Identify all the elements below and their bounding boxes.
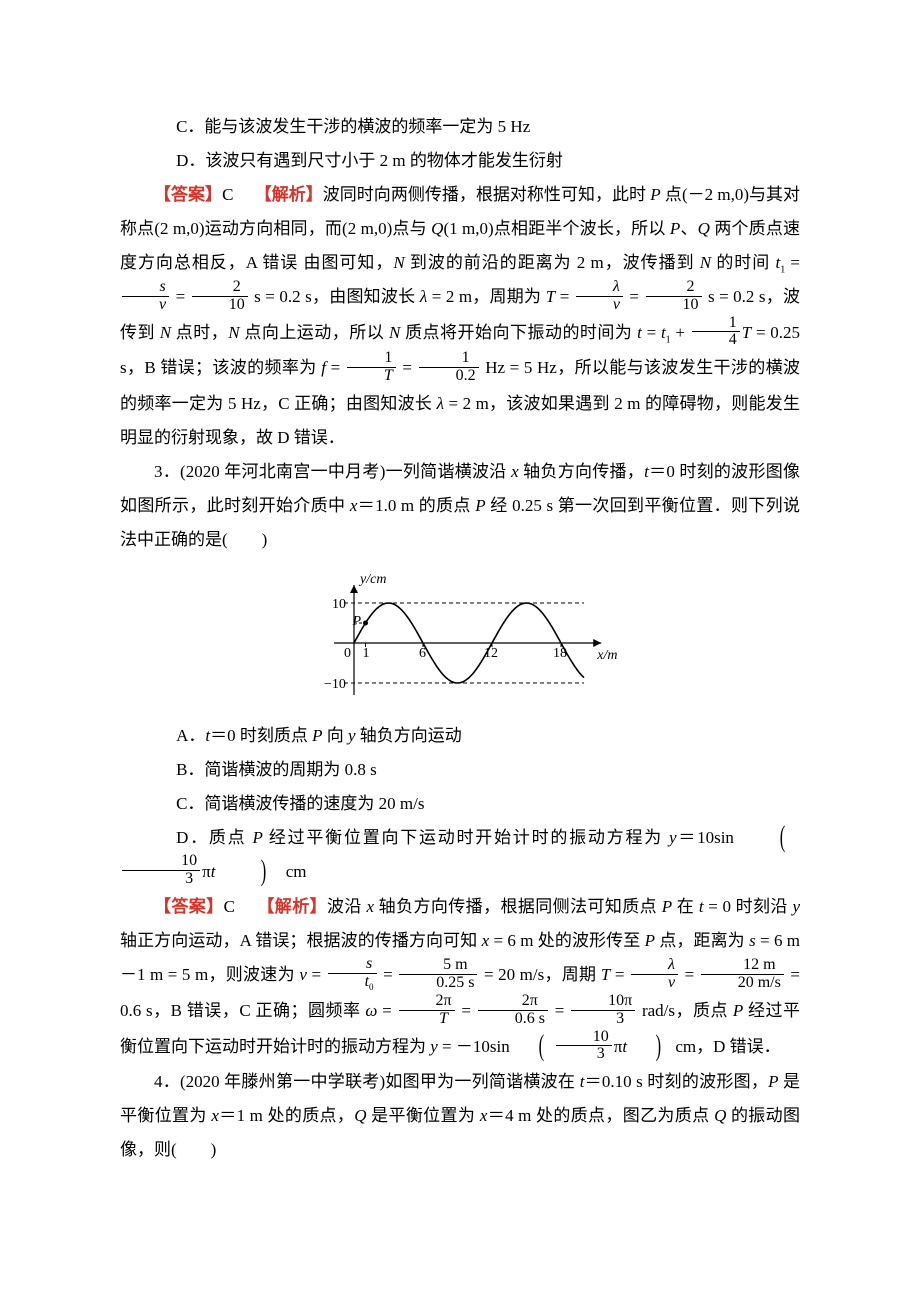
svg-text:12: 12 <box>484 646 498 661</box>
q3-option-d: D．质点 P 经过平衡位置向下运动时开始计时的振动方程为 y＝10sin(103… <box>120 821 800 890</box>
q3-answer-letter: C <box>224 897 235 916</box>
svg-text:0: 0 <box>344 646 351 661</box>
q3-stem: 3．(2020 年河北南宫一中月考)一列简谐横波沿 x 轴负方向传播，t＝0 时… <box>120 455 800 557</box>
analysis-label: 【解析】 <box>255 185 323 204</box>
q4-stem: 4．(2020 年滕州第一中学联考)如图甲为一列简谐横波在 t＝0.10 s 时… <box>120 1065 800 1167</box>
q2-option-d: D．该波只有遇到尺寸小于 2 m 的物体才能发生衍射 <box>120 144 800 178</box>
q3-option-c: C．简谐横波传播的速度为 20 m/s <box>120 787 800 821</box>
answer-label: 【答案】 <box>154 185 222 204</box>
svg-text:y/cm: y/cm <box>358 572 386 587</box>
svg-text:1: 1 <box>363 646 370 661</box>
svg-text:10: 10 <box>332 597 346 612</box>
q3-analysis: 【答案】C 【解析】波沿 x 轴负方向传播，根据同侧法可知质点 P 在 t = … <box>120 890 800 1065</box>
svg-text:−10: −10 <box>324 677 346 692</box>
wave-diagram: y/cm x/m 10 −10 01 6 12 18 P <box>120 563 800 715</box>
q3-option-b: B．简谐横波的周期为 0.8 s <box>120 753 800 787</box>
svg-text:18: 18 <box>553 646 567 661</box>
q2-analysis: 【答案】C 【解析】波同时向两侧传播，根据对称性可知，此时 P 点(－2 m,0… <box>120 178 800 455</box>
svg-text:6: 6 <box>419 646 426 661</box>
svg-text:P: P <box>352 614 362 629</box>
answer-label: 【答案】 <box>154 897 224 916</box>
analysis-label: 【解析】 <box>257 897 327 916</box>
q3-option-a: A．t＝0 时刻质点 P 向 y 轴负方向运动 <box>120 719 800 753</box>
q2-answer-letter: C <box>222 185 233 204</box>
svg-text:x/m: x/m <box>596 648 617 663</box>
q2-option-c: C．能与该波发生干涉的横波的频率一定为 5 Hz <box>120 110 800 144</box>
